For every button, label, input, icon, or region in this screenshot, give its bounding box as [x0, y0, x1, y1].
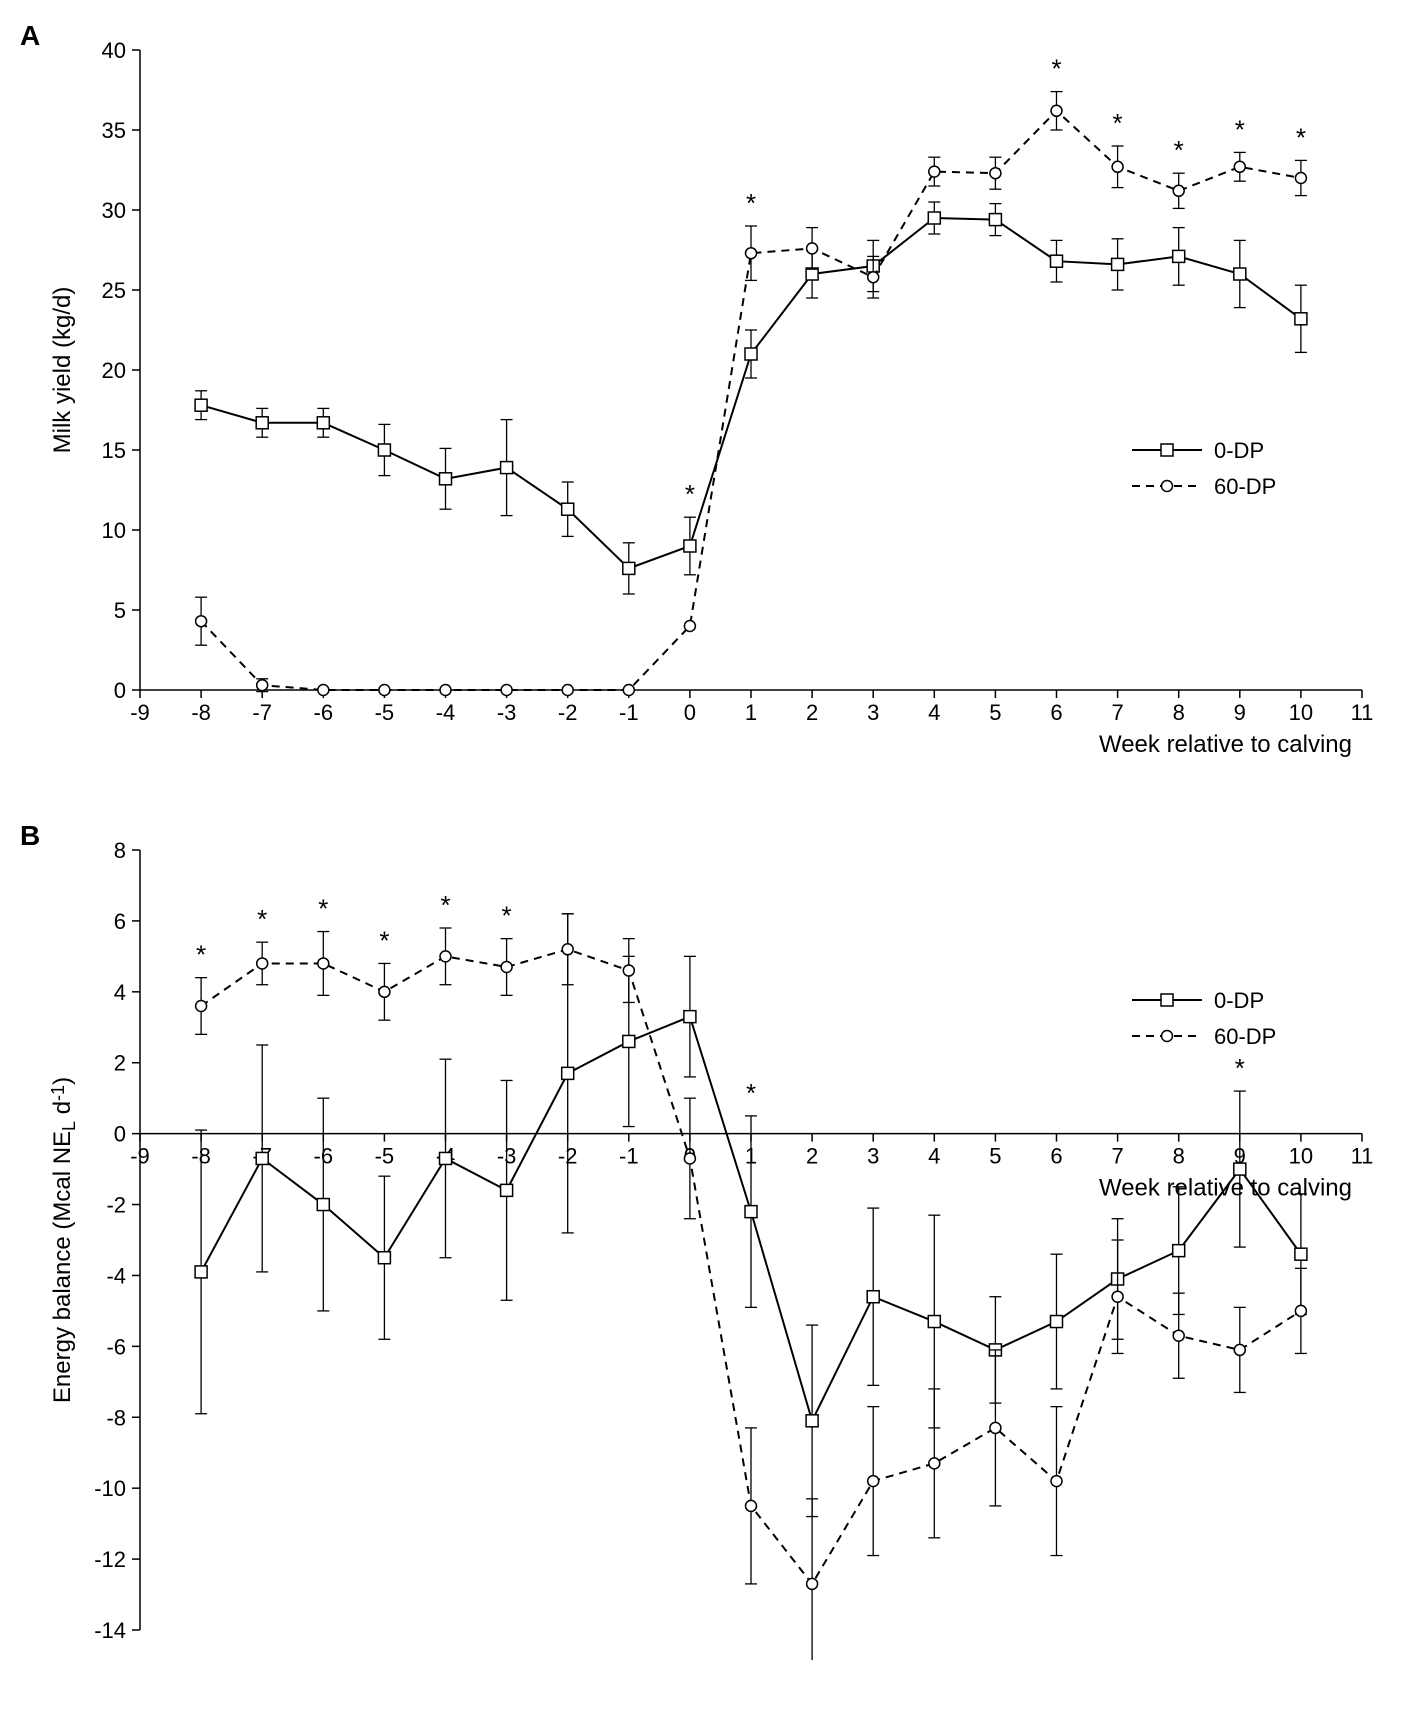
svg-text:7: 7: [1111, 1144, 1123, 1169]
panel-A: A 0510152025303540-9-8-7-6-5-4-3-2-10123…: [20, 20, 1402, 780]
svg-text:0: 0: [684, 700, 696, 725]
svg-text:4: 4: [928, 700, 940, 725]
svg-text:1: 1: [745, 700, 757, 725]
svg-text:*: *: [379, 925, 389, 955]
svg-text:0-DP: 0-DP: [1214, 438, 1264, 463]
svg-text:*: *: [1235, 1053, 1245, 1083]
svg-text:10: 10: [1289, 700, 1313, 725]
svg-text:-1: -1: [619, 1144, 639, 1169]
svg-text:20: 20: [102, 358, 126, 383]
svg-text:-4: -4: [106, 1263, 126, 1288]
svg-text:-6: -6: [106, 1334, 126, 1359]
svg-text:15: 15: [102, 438, 126, 463]
svg-text:0: 0: [114, 678, 126, 703]
svg-text:-3: -3: [497, 700, 517, 725]
svg-text:*: *: [196, 940, 206, 970]
svg-text:6: 6: [114, 909, 126, 934]
svg-text:*: *: [1174, 135, 1184, 165]
svg-text:25: 25: [102, 278, 126, 303]
svg-text:10: 10: [1289, 1144, 1313, 1169]
svg-text:*: *: [318, 894, 328, 924]
svg-text:Week relative to calving: Week relative to calving: [1099, 731, 1352, 758]
panel-B-label: B: [20, 820, 40, 852]
svg-text:*: *: [1051, 54, 1061, 84]
panel-A-label: A: [20, 20, 40, 52]
svg-text:2: 2: [114, 1051, 126, 1076]
svg-text:Milk yield (kg/d): Milk yield (kg/d): [49, 287, 76, 454]
chart-A: 0 5 10 15 20 25 30 35 40 -9 -8 -7 -6 -5 -4 -3 -2 -1 0 1 2 3 4 5…: [20, 20, 1402, 780]
svg-text:-10: -10: [94, 1476, 126, 1501]
svg-text:3: 3: [867, 1144, 879, 1169]
figure: A 0510152025303540-9-8-7-6-5-4-3-2-10123…: [20, 20, 1402, 1660]
svg-text:Energy balance (Mcal NEL d-1): Energy balance (Mcal NEL d-1): [48, 1077, 79, 1403]
svg-text:5: 5: [989, 1144, 1001, 1169]
svg-text:11: 11: [1351, 1144, 1374, 1169]
panel-B: B -14-12-10-8-6-4-202468-9-8-7-6-5-4-3-2…: [20, 820, 1402, 1660]
svg-text:60-DP: 60-DP: [1214, 1024, 1276, 1049]
svg-text:8: 8: [1173, 700, 1185, 725]
svg-text:0: 0: [114, 1122, 126, 1147]
svg-text:40: 40: [102, 38, 126, 63]
svg-text:9: 9: [1234, 700, 1246, 725]
svg-text:6: 6: [1050, 1144, 1062, 1169]
svg-text:30: 30: [102, 198, 126, 223]
svg-text:*: *: [746, 1078, 756, 1108]
svg-text:*: *: [746, 188, 756, 218]
svg-text:-9: -9: [130, 700, 150, 725]
svg-text:-9: -9: [130, 1144, 150, 1169]
svg-text:6: 6: [1050, 700, 1062, 725]
svg-text:-14: -14: [94, 1618, 126, 1643]
svg-text:5: 5: [114, 598, 126, 623]
chart-B: -14-12-10-8-6-4-202468-9-8-7-6-5-4-3-2-1…: [20, 820, 1402, 1660]
svg-text:-2: -2: [558, 700, 578, 725]
svg-text:-8: -8: [191, 700, 211, 725]
svg-text:7: 7: [1111, 700, 1123, 725]
svg-text:4: 4: [114, 980, 126, 1005]
svg-text:-4: -4: [436, 700, 456, 725]
svg-text:*: *: [502, 901, 512, 931]
svg-text:-5: -5: [375, 700, 395, 725]
svg-text:-8: -8: [106, 1405, 126, 1430]
svg-text:-2: -2: [106, 1193, 126, 1218]
svg-text:8: 8: [114, 838, 126, 863]
svg-text:-6: -6: [314, 700, 334, 725]
svg-text:10: 10: [102, 518, 126, 543]
svg-text:-7: -7: [252, 700, 272, 725]
svg-text:11: 11: [1351, 700, 1374, 725]
svg-text:*: *: [440, 890, 450, 920]
svg-text:2: 2: [806, 700, 818, 725]
svg-text:2: 2: [806, 1144, 818, 1169]
svg-text:*: *: [257, 904, 267, 934]
svg-text:35: 35: [102, 118, 126, 143]
svg-text:-5: -5: [375, 1144, 395, 1169]
svg-text:5: 5: [989, 700, 1001, 725]
svg-text:*: *: [685, 479, 695, 509]
svg-text:*: *: [1113, 108, 1123, 138]
svg-text:*: *: [1296, 122, 1306, 152]
svg-text:-1: -1: [619, 700, 639, 725]
svg-text:8: 8: [1173, 1144, 1185, 1169]
svg-text:-12: -12: [94, 1547, 126, 1572]
svg-text:3: 3: [867, 700, 879, 725]
svg-text:0-DP: 0-DP: [1214, 988, 1264, 1013]
svg-text:4: 4: [928, 1144, 940, 1169]
svg-text:*: *: [1235, 114, 1245, 144]
svg-text:60-DP: 60-DP: [1214, 474, 1276, 499]
